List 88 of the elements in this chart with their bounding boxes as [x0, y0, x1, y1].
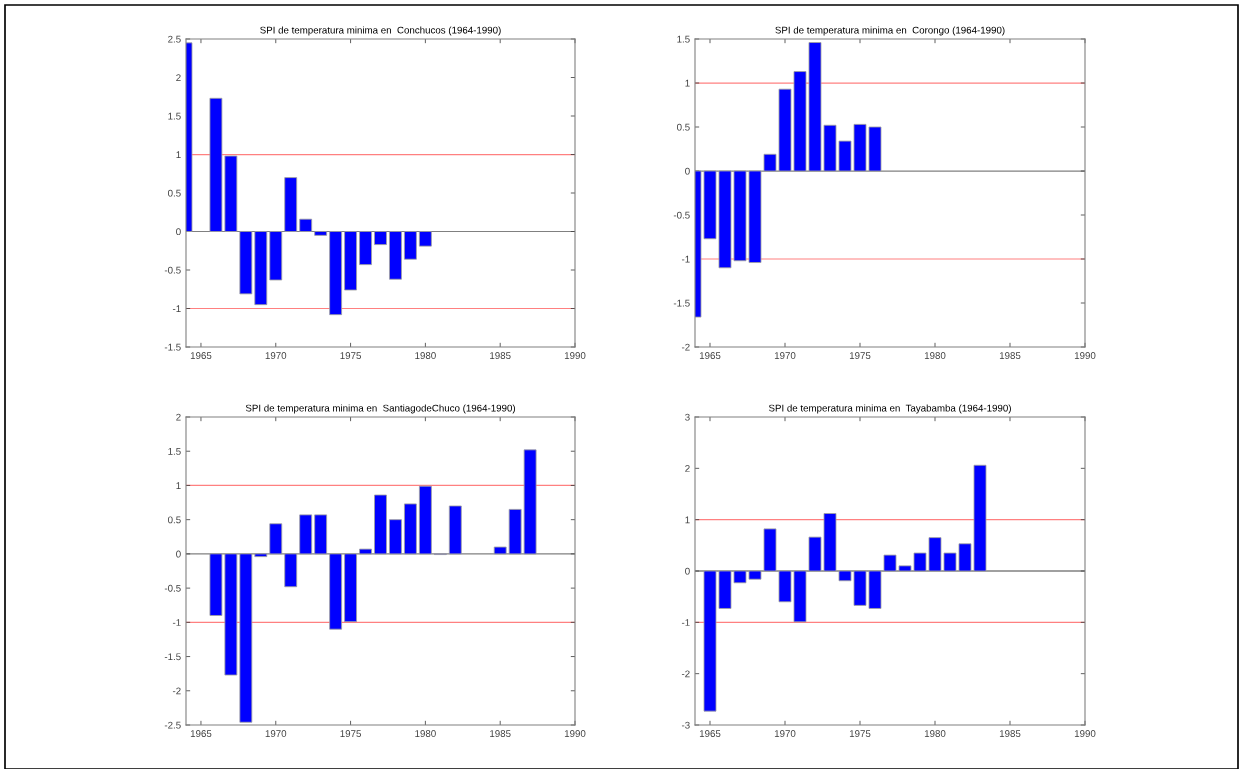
chart-title: SPI de temperatura minima en Tayabamba (1964-1990): [768, 404, 1011, 414]
x-tick-label: 1965: [190, 730, 212, 737]
y-tick-label: -0.5: [164, 584, 181, 592]
y-tick-label: 2.5: [168, 35, 181, 43]
bar: [284, 177, 298, 232]
bar: [254, 231, 268, 306]
bar: [418, 231, 432, 247]
chart-title: SPI de temperatura minima en SantiagodeChuco (1964-1990): [245, 404, 516, 414]
x-tick-label: 1990: [564, 352, 586, 359]
x-tick-label: 1965: [699, 730, 721, 737]
x-tick-label: 1975: [340, 730, 361, 737]
x-tick-label: 1985: [999, 352, 1021, 359]
y-tick-label: 1.5: [168, 448, 181, 455]
bar: [314, 514, 328, 555]
y-tick-label: -2.5: [164, 721, 181, 729]
bar: [374, 231, 387, 246]
bar: [299, 218, 313, 232]
bar: [314, 231, 328, 236]
x-tick-label: 1975: [340, 352, 361, 359]
y-tick-label: 1: [176, 482, 181, 489]
bar: [299, 514, 313, 555]
y-tick-label: 0: [685, 567, 690, 575]
y-tick-label: 2: [176, 413, 181, 421]
y-tick-label: -0.5: [164, 266, 181, 274]
x-tick-label: 1980: [924, 352, 946, 359]
x-tick-label: 1985: [490, 730, 511, 737]
y-tick-label: 0.5: [168, 516, 181, 524]
bar: [448, 505, 462, 555]
y-tick-label: 0.5: [168, 189, 181, 197]
x-tick-label: 1980: [415, 352, 436, 359]
bar: [329, 553, 343, 630]
y-tick-label: -1.5: [673, 299, 690, 307]
y-tick-label: -1.5: [164, 343, 181, 351]
x-tick-label: 1990: [1074, 352, 1096, 359]
bar: [269, 231, 283, 281]
bar: [389, 231, 402, 280]
bar: [344, 553, 357, 623]
bar: [344, 231, 357, 291]
bar: [493, 546, 507, 555]
y-tick-label: -2: [681, 670, 690, 678]
y-tick-label: 2: [685, 465, 690, 472]
y-tick-label: 1.5: [677, 35, 690, 43]
y-tick-label: 3: [685, 413, 690, 421]
y-tick-label: -0.5: [673, 211, 690, 219]
y-tick-label: -1: [681, 619, 690, 626]
x-tick-label: 1990: [1074, 730, 1096, 737]
x-tick-label: 1985: [999, 730, 1021, 737]
y-tick-label: -1: [172, 305, 181, 313]
y-tick-label: -1: [172, 619, 181, 626]
y-tick-label: 0: [685, 167, 690, 175]
y-tick-label: 1: [685, 79, 690, 87]
x-tick-label: 1975: [849, 352, 871, 359]
bar: [329, 231, 343, 316]
y-tick-label: 2: [176, 74, 181, 82]
x-tick-label: 1970: [774, 730, 796, 737]
x-tick-label: 1980: [924, 730, 946, 737]
y-tick-label: -3: [681, 721, 690, 729]
bar: [254, 553, 268, 558]
y-tick-label: -2: [172, 687, 181, 695]
bar: [359, 548, 372, 555]
bar: [404, 231, 417, 260]
x-tick-label: 1970: [774, 352, 796, 359]
x-tick-label: 1965: [190, 352, 212, 359]
x-tick-label: 1990: [564, 730, 586, 737]
y-tick-label: 0: [176, 550, 181, 558]
bar: [359, 231, 372, 266]
y-tick-label: 1: [176, 151, 181, 159]
bar: [374, 494, 387, 555]
bar: [404, 503, 417, 555]
y-tick-label: -2: [681, 343, 690, 351]
x-tick-label: 1985: [490, 352, 511, 359]
y-tick-label: -1.5: [164, 653, 181, 661]
y-tick-label: 1.5: [168, 112, 181, 120]
x-tick-label: 1975: [849, 730, 871, 737]
bar: [418, 485, 432, 555]
bar: [389, 519, 402, 555]
y-tick-label: 0: [176, 228, 181, 236]
bar: [269, 523, 283, 555]
y-tick-label: 1: [685, 516, 690, 524]
x-tick-label: 1965: [699, 352, 721, 359]
x-tick-label: 1970: [265, 730, 287, 737]
y-tick-label: 0.5: [677, 123, 690, 131]
x-tick-label: 1970: [265, 352, 287, 359]
y-tick-label: -1: [681, 255, 690, 263]
chart-title: SPI de temperatura minima en Conchucos (1964-1990): [260, 26, 501, 36]
chart-title: SPI de temperatura minima en Corongo (1964-1990): [775, 26, 1005, 36]
bar: [284, 553, 298, 588]
x-tick-label: 1980: [415, 730, 436, 737]
